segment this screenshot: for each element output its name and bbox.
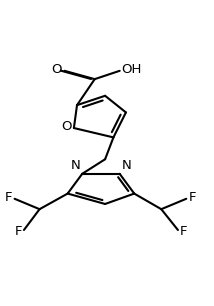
Text: F: F [4,191,12,204]
Text: N: N [122,159,131,172]
Text: O: O [61,121,71,133]
Text: N: N [70,159,80,172]
Text: F: F [189,191,196,204]
Text: F: F [180,225,187,237]
Text: OH: OH [122,63,142,76]
Text: O: O [52,63,62,76]
Text: F: F [14,225,22,237]
